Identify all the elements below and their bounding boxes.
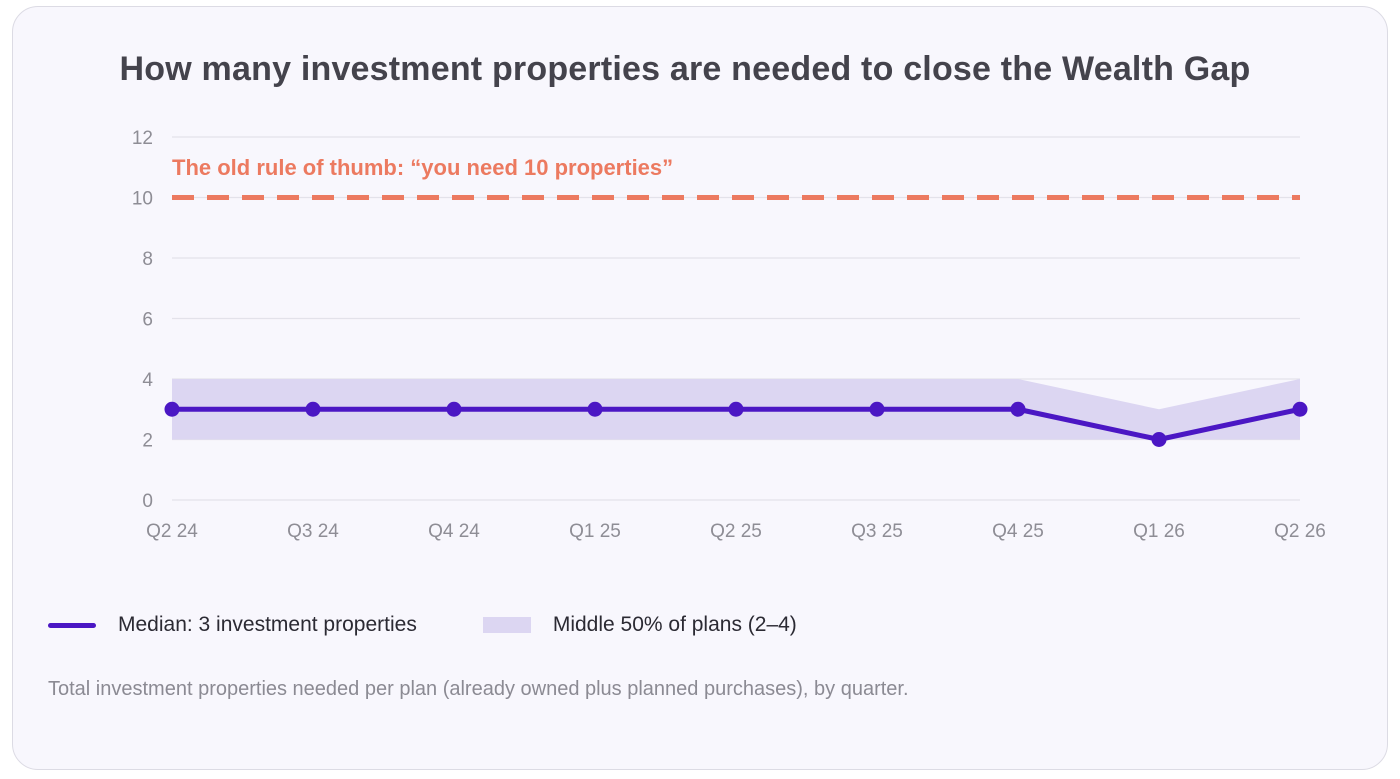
chart-caption: Total investment properties needed per p… [48, 678, 909, 700]
legend-item-middle-50: Middle 50% of plans (2–4) [482, 613, 797, 637]
chart-title: How many investment properties are neede… [119, 50, 1251, 88]
x-tick-label-q1-25: Q1 25 [569, 521, 621, 542]
y-tick-label-10: 10 [132, 189, 153, 210]
y-tick-label-6: 6 [142, 310, 153, 331]
legend-item-median: Median: 3 investment properties [48, 613, 417, 637]
median-point-q2-26 [1292, 401, 1308, 417]
median-point-q4-25 [1010, 401, 1026, 417]
median-point-q4-24 [446, 401, 462, 417]
y-tick-label-8: 8 [142, 249, 153, 270]
chart-legend: Median: 3 investment properties Middle 5… [48, 610, 863, 640]
legend-label-middle-50: Middle 50% of plans (2–4) [552, 613, 797, 636]
y-tick-label-0: 0 [142, 491, 153, 512]
legend-swatch-median [48, 622, 96, 628]
median-point-q2-24 [164, 401, 180, 417]
median-point-q3-25 [869, 401, 885, 417]
legend-swatch-middle-50 [482, 617, 531, 633]
x-tick-label-q1-26: Q1 26 [1133, 521, 1185, 542]
reference-line-label: The old rule of thumb: “you need 10 prop… [172, 155, 673, 180]
y-tick-label-2: 2 [142, 431, 153, 452]
legend-label-median: Median: 3 investment properties [118, 613, 417, 636]
x-tick-label-q3-24: Q3 24 [287, 521, 339, 542]
x-tick-label-q2-24: Q2 24 [146, 521, 198, 542]
x-tick-label-q2-26: Q2 26 [1274, 521, 1326, 542]
x-tick-label-q2-25: Q2 25 [710, 521, 762, 542]
x-tick-label-q4-24: Q4 24 [428, 521, 480, 542]
x-tick-label-q3-25: Q3 25 [851, 521, 903, 542]
median-point-q1-25 [587, 401, 603, 417]
y-tick-label-4: 4 [142, 370, 153, 391]
median-point-q2-25 [728, 401, 744, 417]
x-tick-label-q4-25: Q4 25 [992, 521, 1044, 542]
median-point-q3-24 [305, 401, 321, 417]
median-point-q1-26 [1151, 432, 1167, 447]
y-tick-label-12: 12 [132, 128, 153, 149]
